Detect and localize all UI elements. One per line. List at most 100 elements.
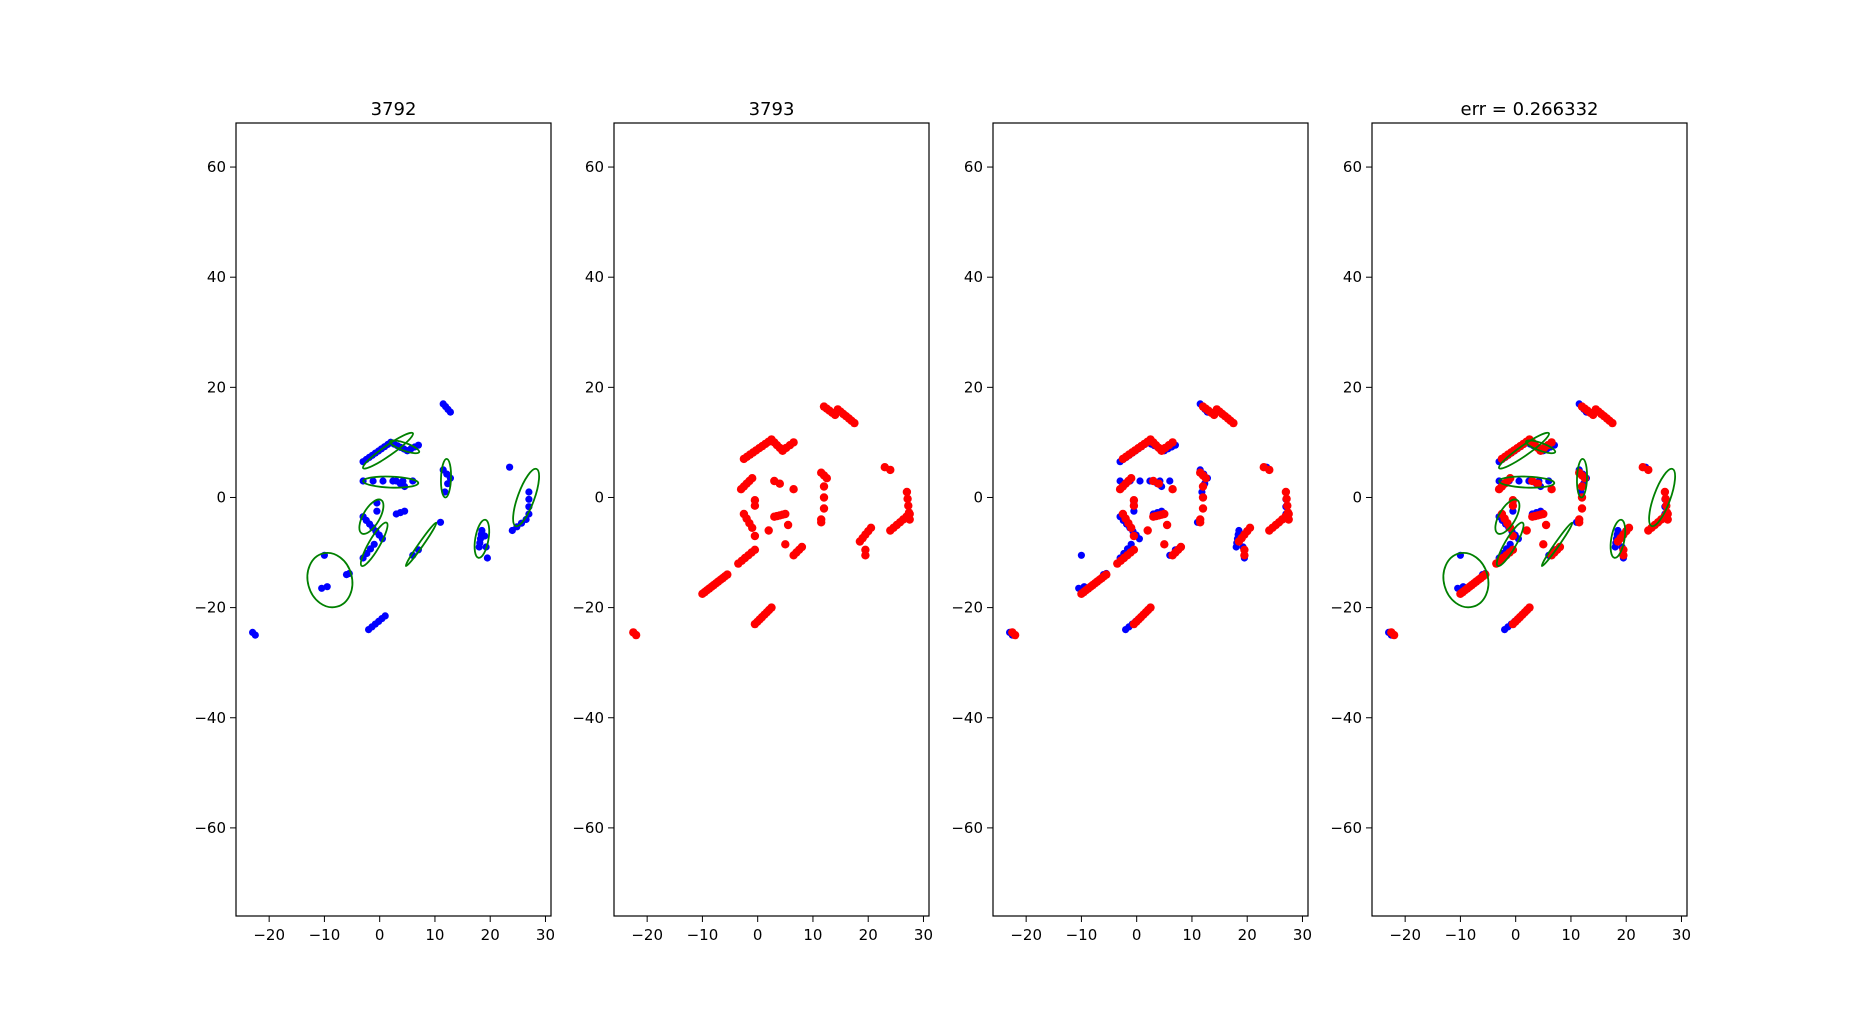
y-tick-label: −60: [572, 819, 604, 837]
red-point-5-7: [850, 418, 859, 428]
red-point-20-6: [750, 545, 760, 554]
x-tick-label: 30: [1672, 926, 1691, 944]
x-tick-label: 30: [914, 926, 933, 944]
covariance-ellipse-3: [1498, 475, 1556, 489]
blue-point-10-2: [373, 507, 381, 515]
x-tick-label: −10: [1445, 926, 1477, 944]
red-point-14-5: [781, 509, 790, 519]
subplot-title: err = 0.266332: [1461, 99, 1599, 120]
red-point-10-2: [1198, 493, 1208, 502]
plot-area-2: [629, 402, 914, 640]
red-point-29-4: [904, 508, 914, 517]
y-tick-label: 20: [207, 378, 226, 396]
y-tick-label: 20: [964, 378, 983, 396]
red-point-18-1: [1539, 540, 1548, 549]
red-point-27-2: [1265, 465, 1274, 475]
x-tick-label: −20: [631, 926, 663, 944]
red-point-25-5: [1245, 523, 1255, 532]
red-point-22-12: [723, 570, 732, 579]
red-point-15-2: [750, 501, 760, 510]
subplot-title: 3792: [371, 99, 417, 120]
red-point-19-1: [764, 526, 773, 535]
blue-point-4-3: [1136, 477, 1144, 485]
red-point-15-2: [1508, 501, 1518, 510]
red-point-29-1: [1660, 487, 1670, 497]
red-point-8-1: [1168, 485, 1177, 494]
red-point-17-1: [819, 504, 829, 513]
covariance-ellipse-2: [1525, 439, 1557, 455]
red-point-29-1: [1281, 487, 1291, 497]
x-tick-label: −20: [253, 926, 285, 944]
red-point-17-1: [1577, 504, 1587, 513]
covariance-ellipse-4: [1576, 458, 1588, 499]
y-tick-label: 40: [585, 268, 604, 286]
red-point-13-1: [1129, 531, 1139, 541]
subplot-3: −20 −10 0 10 20 30 −60 −40 −20 0 20 40 60: [951, 122, 1312, 944]
blue-point-21-1: [481, 532, 489, 540]
red-point-26-2: [861, 551, 870, 560]
y-tick-label: −20: [1330, 599, 1362, 617]
blue-point-24-1: [525, 488, 533, 496]
subplot-4: −20 −10 0 10 20 30 −60 −40 −20 0 20 40 60 err = 0.266…: [1330, 99, 1691, 944]
red-point-21-4: [797, 542, 807, 552]
blue-point-20-5: [478, 526, 486, 535]
y-tick-label: −40: [572, 709, 604, 727]
covariance-ellipse-9: [1609, 518, 1627, 559]
red-point-19-1: [1522, 526, 1531, 535]
y-tick-label: −60: [1330, 819, 1362, 837]
red-point-23-8: [767, 603, 776, 612]
blue-point-20-5: [1614, 526, 1622, 535]
x-tick-label: 30: [1293, 926, 1312, 944]
red-point-23-8: [1525, 603, 1534, 612]
y-tick-label: −40: [951, 709, 983, 727]
red-point-18-1: [781, 540, 790, 549]
blue-point-22-1: [506, 463, 514, 471]
red-point-20-6: [1129, 545, 1139, 554]
covariance-ellipse-6: [1495, 521, 1525, 567]
blue-point-19-1: [436, 518, 445, 526]
red-point-16-1: [1541, 520, 1551, 530]
red-point-10-1: [819, 482, 829, 491]
x-tick-label: 20: [1238, 926, 1257, 944]
y-tick-label: 60: [1343, 158, 1362, 176]
red-point-21-4: [1555, 542, 1565, 552]
blue-point-4-3: [1515, 477, 1523, 485]
y-tick-label: 40: [964, 268, 983, 286]
red-point-11-2: [1196, 518, 1205, 527]
blue-point-3-4: [414, 441, 422, 449]
blue-point-6-4: [446, 408, 454, 416]
blue-point-15-2: [323, 583, 331, 591]
y-tick-label: −40: [1330, 709, 1362, 727]
red-point-11-2: [817, 518, 826, 527]
x-tick-label: 30: [536, 926, 555, 944]
red-point-12-4: [1127, 523, 1136, 532]
covariance-ellipse-7: [1540, 521, 1574, 567]
y-tick-label: 0: [1352, 488, 1362, 506]
red-point-16-1: [1162, 520, 1172, 530]
red-point-9-3: [822, 474, 831, 483]
covariance-ellipse-7: [404, 521, 438, 567]
blue-point-11-3: [401, 507, 409, 515]
subplot-title: 3793: [749, 99, 795, 120]
x-tick-label: 10: [1561, 926, 1580, 944]
x-tick-label: 0: [1132, 926, 1142, 944]
blue-point-24-2: [525, 495, 533, 503]
blue-point-23-4: [522, 515, 530, 524]
y-tick-label: −40: [194, 709, 226, 727]
y-tick-label: 60: [964, 158, 983, 176]
covariance-ellipse-8: [306, 552, 354, 609]
red-point-7-2: [1533, 479, 1543, 488]
red-point-3-4: [1168, 438, 1177, 447]
covariance-ellipse-1: [362, 431, 414, 470]
red-point-3-4: [1547, 438, 1556, 447]
red-point-26-2: [1240, 551, 1249, 560]
x-tick-label: 20: [1617, 926, 1636, 944]
blue-point-12-4: [370, 540, 378, 548]
x-tick-label: 0: [1511, 926, 1521, 944]
y-tick-label: 0: [594, 488, 604, 506]
covariance-ellipse-5: [1494, 498, 1521, 535]
covariance-ellipse-2: [389, 439, 421, 455]
y-tick-label: −60: [951, 819, 983, 837]
blue-point-13-6: [381, 612, 389, 620]
covariance-ellipse-1: [1498, 431, 1550, 470]
